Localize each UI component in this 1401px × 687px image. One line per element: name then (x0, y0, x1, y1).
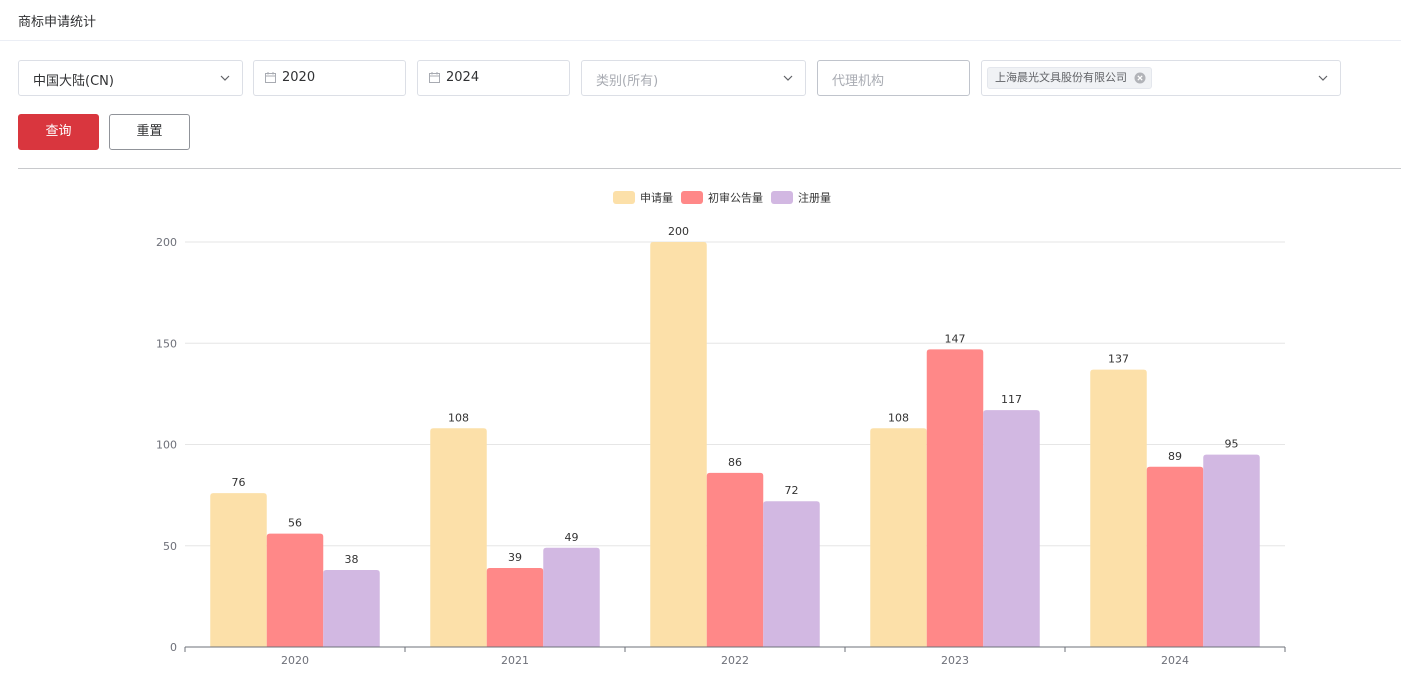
legend-item[interactable]: 申请量 (613, 191, 673, 205)
bar[interactable] (926, 349, 984, 647)
chart-legend: 申请量 初审公告量 注册量 (613, 191, 831, 205)
bar[interactable] (543, 547, 600, 647)
legend-label: 申请量 (640, 192, 673, 205)
legend-item[interactable]: 注册量 (771, 191, 831, 205)
reset-button[interactable]: 重置 (109, 114, 190, 150)
region-select[interactable]: 中国大陆(CN) (18, 60, 243, 96)
applicant-select[interactable]: 上海晨光文具股份有限公司 (981, 60, 1341, 96)
end-year-picker[interactable]: 2024 (417, 60, 570, 96)
start-year-value: 2020 (282, 70, 316, 85)
bar[interactable] (706, 472, 764, 647)
bar[interactable] (486, 568, 544, 647)
bar[interactable] (323, 570, 380, 647)
legend-swatch (613, 191, 635, 204)
x-tick-label: 2022 (721, 654, 749, 667)
y-tick-label: 50 (163, 540, 177, 553)
bar-data-label: 89 (1168, 450, 1182, 463)
bar-data-label: 86 (728, 456, 742, 469)
x-tick-label: 2023 (941, 654, 969, 667)
bar[interactable] (210, 493, 267, 647)
start-year-picker[interactable]: 2020 (253, 60, 406, 96)
trademark-bar-chart: 申请量 初审公告量 注册量 0 50 100 150 200 76 56 38 108 39 49 20… (156, 191, 1286, 667)
bar[interactable] (1090, 369, 1147, 647)
bar[interactable] (650, 242, 707, 647)
bar-data-label: 200 (668, 225, 689, 238)
bar-data-label: 108 (888, 411, 909, 424)
page-header: 商标申请统计 (0, 0, 1401, 41)
y-tick-label: 150 (156, 337, 177, 350)
category-select[interactable]: 类别(所有) (581, 60, 806, 96)
y-tick-label: 100 (156, 439, 177, 452)
chart-data-labels: 76 56 38 108 39 49 200 86 72 108 147 117 137 89 95 (232, 225, 1239, 566)
bar-data-label: 117 (1001, 393, 1022, 406)
x-tick-label: 2021 (501, 654, 529, 667)
bar-data-label: 108 (448, 411, 469, 424)
chevron-down-icon (783, 75, 793, 81)
bar-data-label: 76 (232, 476, 246, 489)
bar-data-label: 147 (945, 332, 966, 345)
agency-input-placeholder: 代理机构 (832, 74, 885, 89)
bar[interactable] (763, 501, 820, 647)
legend-item[interactable]: 初审公告量 (681, 191, 763, 205)
end-year-value: 2024 (446, 70, 480, 85)
legend-swatch (771, 191, 793, 204)
x-axis: 2020 2021 2022 2023 2024 (184, 646, 1286, 667)
bar[interactable] (870, 428, 927, 647)
legend-label: 初审公告量 (708, 191, 763, 205)
bar-data-label: 38 (345, 553, 359, 566)
bar-data-label: 72 (785, 484, 799, 497)
applicant-tag-label: 上海晨光文具股份有限公司 (995, 71, 1127, 84)
legend-label: 注册量 (798, 191, 831, 205)
region-select-value: 中国大陆(CN) (33, 74, 114, 89)
category-select-placeholder: 类别(所有) (596, 74, 659, 89)
chart-bars (210, 242, 1260, 647)
bar-data-label: 95 (1225, 438, 1239, 451)
calendar-icon (429, 72, 440, 83)
close-circle-icon[interactable] (1134, 72, 1146, 84)
bar[interactable] (1203, 454, 1260, 647)
bar-data-label: 56 (288, 517, 302, 530)
y-tick-label: 0 (170, 641, 177, 654)
filter-divider (18, 168, 1401, 169)
y-tick-label: 200 (156, 236, 177, 249)
chevron-down-icon (220, 75, 230, 81)
agency-input[interactable]: 代理机构 (817, 60, 970, 96)
query-button[interactable]: 查询 (18, 114, 99, 150)
bar-data-label: 39 (508, 551, 522, 564)
y-axis: 0 50 100 150 200 (156, 236, 177, 654)
bar[interactable] (1146, 466, 1204, 647)
bar-data-label: 137 (1108, 353, 1129, 366)
bar-data-label: 49 (565, 531, 579, 544)
bar[interactable] (430, 428, 487, 647)
legend-swatch (681, 191, 703, 204)
page-title: 商标申请统计 (18, 15, 97, 30)
calendar-icon (265, 72, 276, 83)
chevron-down-icon (1318, 75, 1328, 81)
x-tick-label: 2020 (281, 654, 309, 667)
bar[interactable] (983, 410, 1040, 647)
bar[interactable] (266, 533, 324, 647)
x-tick-label: 2024 (1161, 654, 1189, 667)
applicant-tag: 上海晨光文具股份有限公司 (987, 67, 1152, 89)
